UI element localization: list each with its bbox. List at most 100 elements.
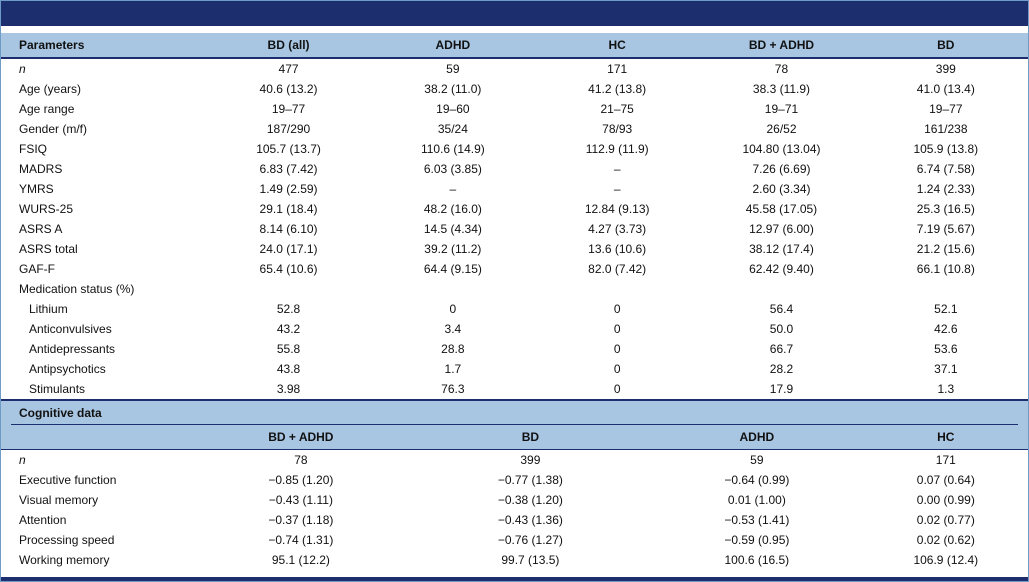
- cell-value: 52.1: [934, 302, 958, 316]
- column-header-bd-all: BD (all): [206, 33, 371, 59]
- cell-value: 0: [613, 362, 621, 376]
- cell-value: 56.4: [769, 302, 794, 316]
- cell-value: 399: [935, 62, 956, 76]
- cell-value: 65.4 (10.6): [259, 262, 318, 276]
- cell-value: 12.97 (6.00): [749, 222, 814, 236]
- cell-value: 0: [613, 382, 621, 396]
- cell-value: 62.42 (9.40): [749, 262, 814, 276]
- cell-value: 3.98: [276, 382, 301, 396]
- cell-value: 28.8: [441, 342, 465, 356]
- column-header-parameters: Parameters: [1, 33, 207, 59]
- row-label: Processing speed: [19, 533, 115, 547]
- spacer: [1, 26, 1028, 33]
- cell-value: 48.2 (16.0): [423, 202, 482, 216]
- column-header-adhd: ADHD: [370, 33, 536, 59]
- column-header-adhd: ADHD: [650, 425, 864, 450]
- cell-value: 0: [613, 342, 621, 356]
- row-label: Gender (m/f): [19, 122, 88, 136]
- row-label: n: [19, 453, 26, 467]
- row-label: Antidepressants: [29, 342, 116, 356]
- row-label: MADRS: [19, 162, 63, 176]
- cell-value: 78: [774, 62, 789, 76]
- cell-value: 105.9 (13.8): [913, 142, 979, 156]
- cell-value: 42.6: [934, 322, 958, 336]
- cell-value: 14.5 (4.34): [423, 222, 482, 236]
- cell-value: 0: [613, 322, 621, 336]
- cognitive-section-title: Cognitive data: [11, 406, 1018, 425]
- header-row: BD + ADHD BD ADHD HC: [1, 425, 1028, 450]
- table-row: Age range 19–77 19–60 21–75 19–71 19–77: [1, 99, 1028, 119]
- row-label: FSIQ: [19, 142, 48, 156]
- cell-value: 1.49 (2.59): [259, 182, 318, 196]
- cell-value: 477: [278, 62, 299, 76]
- cell-value: −0.43 (1.36): [497, 513, 563, 527]
- cell-value: –: [613, 162, 621, 176]
- cell-value: 66.1 (10.8): [916, 262, 975, 276]
- cell-value: −0.59 (0.95): [724, 533, 790, 547]
- cell-value: 43.2: [276, 322, 301, 336]
- table-row: Lithium 52.8 0 0 56.4 52.1: [1, 299, 1028, 319]
- table-row: Executive function −0.85 (1.20) −0.77 (1.3…: [1, 470, 1028, 490]
- cell-value: 35/24: [437, 122, 468, 136]
- cell-value: 82.0 (7.42): [588, 262, 647, 276]
- cell-value: 66.7: [769, 342, 794, 356]
- table-top-rule: [1, 1, 1028, 26]
- cell-value: 28.2: [769, 362, 794, 376]
- cell-value: −0.53 (1.41): [724, 513, 790, 527]
- cell-value: 53.6: [934, 342, 958, 356]
- cell-value: 55.8: [276, 342, 301, 356]
- row-label: n: [19, 62, 26, 76]
- cell-value: 0.01 (1.00): [727, 493, 786, 507]
- cell-value: 106.9 (12.4): [913, 553, 979, 567]
- row-label: Lithium: [29, 302, 68, 316]
- cell-value: 2.60 (3.34): [752, 182, 811, 196]
- cell-value: [864, 279, 1028, 299]
- cell-value: 38.12 (17.4): [749, 242, 814, 256]
- cell-value: 0.00 (0.99): [916, 493, 975, 507]
- row-label: WURS-25: [19, 202, 74, 216]
- cell-value: −0.74 (1.31): [268, 533, 334, 547]
- cognitive-header: BD + ADHD BD ADHD HC: [1, 425, 1028, 450]
- cell-value: −0.77 (1.38): [497, 473, 563, 487]
- cell-value: 38.3 (11.9): [752, 82, 811, 96]
- row-label: Antipsychotics: [29, 362, 106, 376]
- column-header-hc: HC: [535, 33, 700, 59]
- header-row: Parameters BD (all) ADHD HC BD + ADHD BD: [1, 33, 1028, 59]
- cell-value: 171: [607, 62, 628, 76]
- cell-value: 8.14 (6.10): [259, 222, 318, 236]
- table-row: FSIQ 105.7 (13.7) 110.6 (14.9) 112.9 (11.9)…: [1, 139, 1028, 159]
- table-row: n 78 399 59 171: [1, 450, 1028, 471]
- table-row: YMRS 1.49 (2.59) – – 2.60 (3.34) 1.24 (2.33): [1, 179, 1028, 199]
- table-row: Antidepressants 55.8 28.8 0 66.7 53.6: [1, 339, 1028, 359]
- cell-value: 25.3 (16.5): [916, 202, 975, 216]
- row-label: Age (years): [19, 82, 82, 96]
- cell-value: [371, 279, 535, 299]
- cell-value: 37.1: [934, 362, 958, 376]
- cell-value: 112.9 (11.9): [585, 142, 649, 156]
- cell-value: 64.4 (9.15): [423, 262, 482, 276]
- table-row: Processing speed −0.74 (1.31) −0.76 (1.27)…: [1, 530, 1028, 550]
- cell-value: 7.26 (6.69): [752, 162, 811, 176]
- cell-value: 41.2 (13.8): [588, 82, 647, 96]
- row-label: ASRS total: [19, 242, 78, 256]
- table-row: GAF-F 65.4 (10.6) 64.4 (9.15) 82.0 (7.42) 62…: [1, 259, 1028, 279]
- table-row: WURS-25 29.1 (18.4) 48.2 (16.0) 12.84 (9.13…: [1, 199, 1028, 219]
- cell-value: 7.19 (5.67): [916, 222, 975, 236]
- cell-value: [699, 279, 863, 299]
- table-row: Working memory 95.1 (12.2) 99.7 (13.5) 100.…: [1, 550, 1028, 570]
- cell-value: 0: [613, 302, 621, 316]
- cell-value: –: [449, 182, 457, 196]
- cognitive-body: n 78 399 59 171 Executive function −0.85 (1.20…: [1, 450, 1028, 571]
- column-header-bd-adhd: BD + ADHD: [699, 33, 864, 59]
- cell-value: 78/93: [602, 122, 633, 136]
- cell-value: 45.58 (17.05): [745, 202, 818, 216]
- cell-value: 38.2 (11.0): [424, 82, 482, 96]
- table-row: Stimulants 3.98 76.3 0 17.9 1.3: [1, 379, 1028, 399]
- cell-value: 6.83 (7.42): [259, 162, 318, 176]
- cell-value: 29.1 (18.4): [259, 202, 318, 216]
- row-label: YMRS: [19, 182, 54, 196]
- table-row: Gender (m/f) 187/290 35/24 78/93 26/52 161/23…: [1, 119, 1028, 139]
- row-label: Age range: [19, 102, 75, 116]
- cell-value: 24.0 (17.1): [259, 242, 318, 256]
- cell-value: 13.6 (10.6): [588, 242, 647, 256]
